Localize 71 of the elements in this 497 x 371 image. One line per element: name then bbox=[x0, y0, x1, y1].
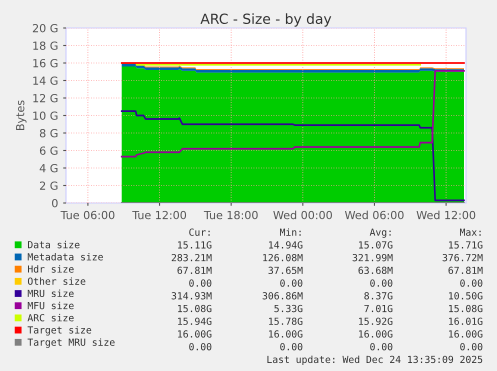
text: Max: bbox=[460, 228, 481, 236]
text: Avg: bbox=[370, 228, 391, 238]
text: 314.93M bbox=[172, 292, 212, 300]
text: 67.81M bbox=[178, 266, 212, 274]
text: Min: bbox=[280, 228, 301, 236]
legend-label: Data size bbox=[28, 240, 80, 248]
y-tick-label: 2 G bbox=[40, 181, 58, 190]
text: 283.21M bbox=[172, 254, 212, 262]
text: 7.01G bbox=[364, 304, 392, 312]
text: 306.86M bbox=[262, 292, 303, 300]
text: 16.01G bbox=[449, 318, 482, 325]
text: 10.50G bbox=[449, 292, 482, 300]
x-tick-label: Wed 06:00 bbox=[344, 210, 404, 220]
x-tick-label: Wed 00:00 bbox=[273, 210, 332, 220]
legend-label: MFU size bbox=[28, 302, 74, 310]
text: 37.65M bbox=[268, 266, 303, 274]
text: 16.00G bbox=[359, 330, 392, 338]
y-tick-label: 0 bbox=[52, 198, 58, 208]
text: 15.71G bbox=[449, 241, 482, 249]
chart-title: ARC - Size - by day bbox=[200, 13, 332, 27]
text: 15.08G bbox=[449, 304, 482, 312]
legend-label: Other size bbox=[28, 277, 86, 285]
text: 63.68M bbox=[358, 266, 393, 274]
text: 5.33G bbox=[274, 304, 302, 312]
x-tick-label: Tue 06:00 bbox=[60, 210, 114, 220]
text: 67.81M bbox=[448, 266, 483, 274]
text: 0.00 bbox=[189, 279, 212, 287]
y-tick-label: 6 G bbox=[40, 146, 58, 155]
y-tick-label: 10 G bbox=[33, 111, 58, 120]
text: 14.94G bbox=[269, 241, 302, 249]
y-tick-label: 14 G bbox=[33, 76, 58, 85]
y-tick-label: 18 G bbox=[33, 41, 58, 50]
text: 16.00G bbox=[269, 330, 302, 338]
text: 0.00 bbox=[280, 343, 302, 350]
text: 376.72M bbox=[442, 254, 483, 262]
legend-label: Hdr size bbox=[28, 265, 74, 273]
text: 15.78G bbox=[269, 318, 302, 325]
text: 15.92G bbox=[359, 318, 392, 325]
text: 0.00 bbox=[370, 343, 392, 350]
text: Last update: Wed Dec 24 13:35:09 2025 bbox=[267, 356, 482, 365]
y-tick-label: 4 G bbox=[40, 164, 58, 172]
y-tick-label: 20 G bbox=[32, 24, 58, 32]
text: 321.99M bbox=[352, 254, 393, 262]
y-tick-label: 8 G bbox=[40, 128, 58, 138]
y-axis-title: Bytes bbox=[16, 100, 27, 130]
legend-label: Target size bbox=[28, 326, 92, 336]
text: 0.00 bbox=[189, 343, 212, 350]
x-tick-label: Tue 18:00 bbox=[204, 210, 258, 220]
text: 16.00G bbox=[449, 330, 482, 338]
text: 0.00 bbox=[460, 343, 482, 350]
y-tick-label: 16 G bbox=[33, 58, 58, 68]
text: 15.08G bbox=[178, 304, 212, 312]
x-tick-label: Wed 12:00 bbox=[416, 210, 476, 220]
text: 15.07G bbox=[359, 241, 392, 249]
text: 16.00G bbox=[178, 330, 212, 338]
text: 15.11G bbox=[178, 241, 212, 249]
legend-label: Target MRU size bbox=[28, 338, 115, 348]
text: 0.00 bbox=[280, 279, 302, 287]
text: 0.00 bbox=[460, 279, 482, 287]
text: Cur: bbox=[189, 228, 210, 236]
legend-label: MRU size bbox=[28, 290, 74, 298]
x-tick-label: Tue 12:00 bbox=[132, 210, 186, 220]
legend-label: Metadata size bbox=[28, 252, 103, 261]
y-tick-label: 12 G bbox=[33, 94, 58, 102]
line-series bbox=[120, 70, 465, 158]
text: 8.37G bbox=[364, 292, 392, 300]
text: 126.08M bbox=[263, 254, 303, 262]
legend-label: ARC size bbox=[28, 314, 74, 322]
line-series bbox=[120, 110, 465, 202]
text: 0.00 bbox=[370, 279, 392, 287]
text: 15.94G bbox=[178, 318, 212, 325]
